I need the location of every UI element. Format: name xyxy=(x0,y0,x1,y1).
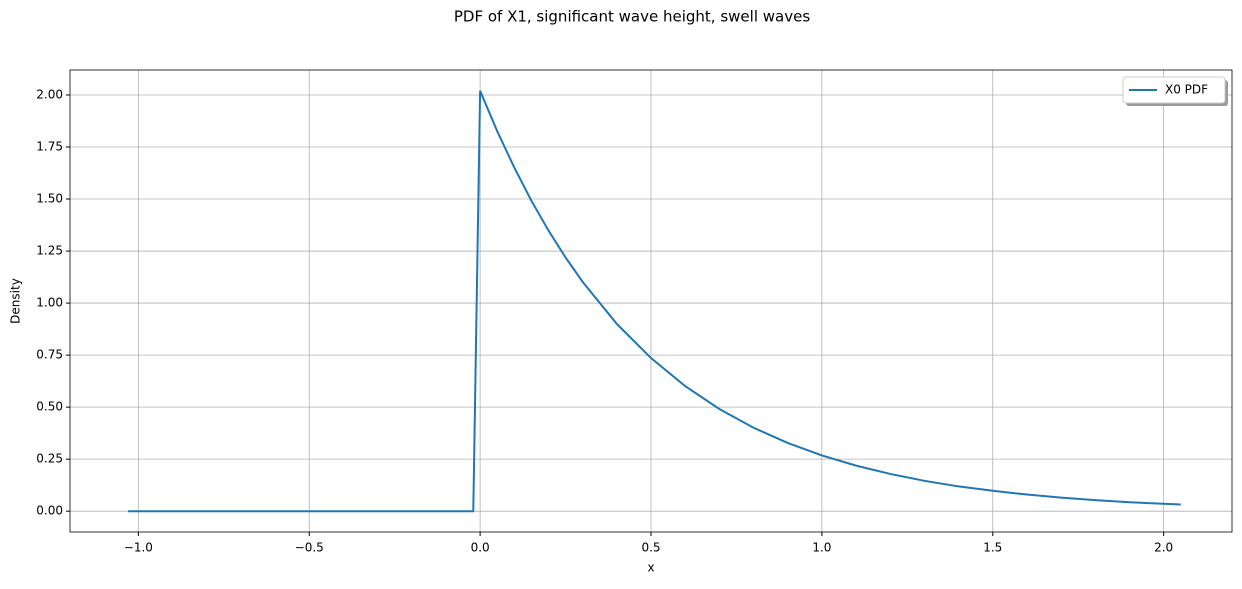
y-tick-label: 0.50 xyxy=(36,400,63,414)
y-tick-label: 0.75 xyxy=(36,348,63,362)
data-line xyxy=(128,90,1181,513)
legend-label: X0 PDF xyxy=(1165,83,1208,97)
y-tick-label: 0.25 xyxy=(36,452,63,466)
x-tick-label: 1.5 xyxy=(983,541,1002,555)
y-tick-label: 1.25 xyxy=(36,244,63,258)
y-tick-label: 1.75 xyxy=(36,140,63,154)
x-axis-label: x xyxy=(647,561,654,575)
x-tick-label: 1.0 xyxy=(812,541,831,555)
y-tick-label: 1.00 xyxy=(36,296,63,310)
y-tick-label: 2.00 xyxy=(36,87,63,101)
x-tick-label: 0.0 xyxy=(471,541,490,555)
y-tick-label: 0.00 xyxy=(36,504,63,518)
x-tick-label: 2.0 xyxy=(1154,541,1173,555)
legend-box xyxy=(1122,76,1226,104)
legend: X0 PDF xyxy=(1122,76,1228,106)
plot-frame xyxy=(69,69,1233,533)
chart-title: PDF of X1, significant wave height, swel… xyxy=(454,8,810,26)
x-tick-label: 0.5 xyxy=(641,541,660,555)
x-tick-label: −1.0 xyxy=(124,541,153,555)
y-axis-label: Density xyxy=(9,278,23,324)
x-tick-label: −0.5 xyxy=(295,541,324,555)
y-tick-label: 1.50 xyxy=(36,192,63,206)
